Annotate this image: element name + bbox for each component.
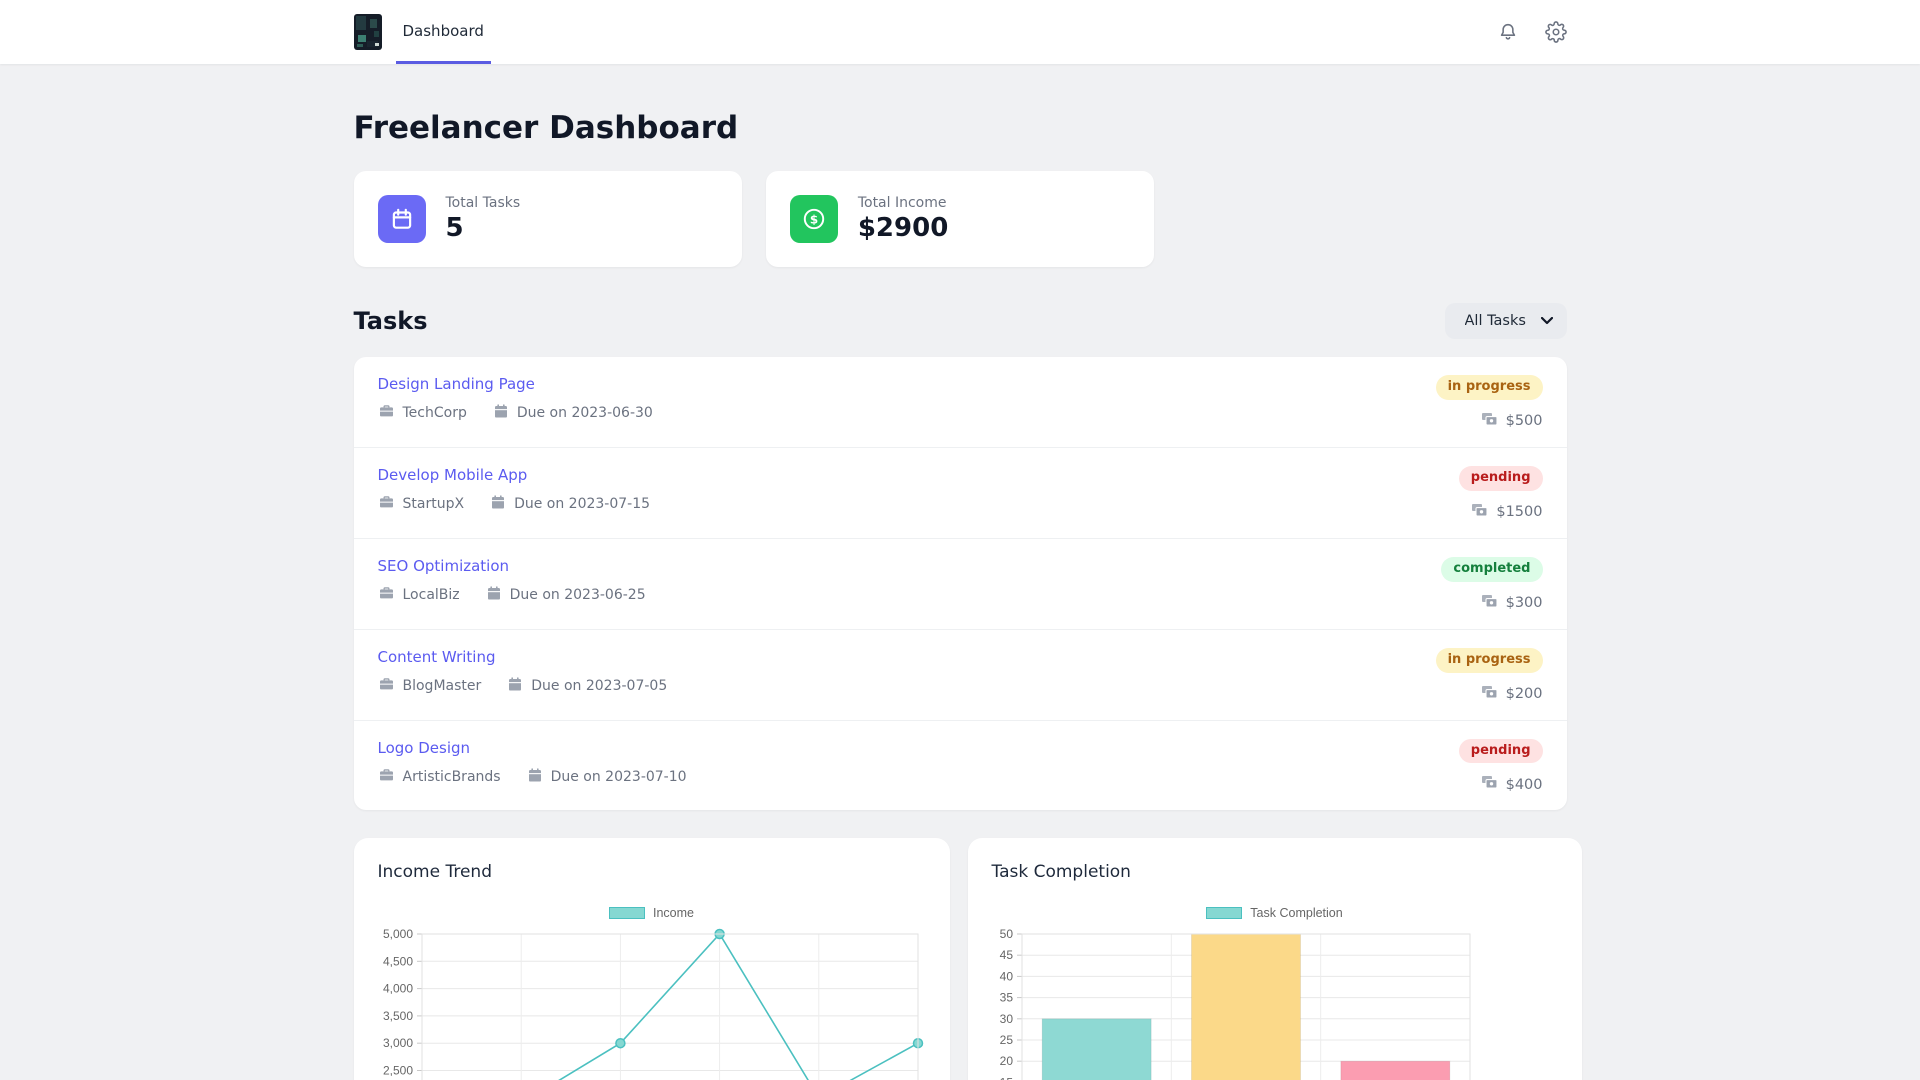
svg-text:4,500: 4,500: [382, 955, 412, 969]
svg-text:4,000: 4,000: [382, 982, 412, 996]
svg-text:50: 50: [999, 927, 1013, 941]
app-logo-image: [353, 14, 382, 50]
task-client: ArtisticBrands: [402, 768, 501, 785]
income-trend-chart: 5,0004,5004,0003,5003,0002,5002,0001,500…: [378, 926, 926, 1080]
svg-text:35: 35: [999, 991, 1013, 1005]
stats-row: Total Tasks 5 $ Total Income $2900: [353, 171, 1567, 267]
task-due-date: Due on 2023-06-25: [509, 586, 646, 603]
dollar-icon: $: [789, 195, 838, 243]
briefcase-icon: [378, 494, 395, 514]
cash-icon: [1481, 412, 1498, 431]
task-filter: All Tasks: [1444, 303, 1567, 339]
svg-text:15: 15: [999, 1076, 1013, 1080]
chart-legend: Task Completion: [992, 906, 1558, 920]
task-row: Develop Mobile App StartupX Due on 2023-07…: [353, 446, 1567, 538]
status-badge: pending: [1458, 738, 1543, 764]
svg-text:5,000: 5,000: [382, 927, 412, 941]
task-title-link[interactable]: Develop Mobile App: [377, 465, 528, 484]
status-badge: pending: [1458, 465, 1543, 491]
legend-swatch: [1206, 907, 1243, 920]
task-amount: $200: [1505, 686, 1543, 703]
stat-label: Total Tasks: [445, 195, 521, 211]
svg-text:30: 30: [999, 1012, 1013, 1026]
calendar-icon: [486, 585, 502, 605]
stat-value: 5: [445, 213, 464, 243]
chart-title: Task Completion: [991, 862, 1131, 883]
task-title-link[interactable]: SEO Optimization: [377, 556, 510, 575]
briefcase-icon: [378, 676, 395, 696]
stat-label: Total Income: [857, 195, 947, 211]
status-badge: completed: [1441, 556, 1543, 582]
task-amount: $300: [1505, 595, 1543, 612]
task-title-link[interactable]: Design Landing Page: [377, 375, 535, 393]
svg-text:45: 45: [999, 949, 1013, 963]
task-client: TechCorp: [402, 405, 467, 421]
settings-button[interactable]: [1544, 21, 1567, 43]
calendar-icon: [490, 494, 506, 514]
legend-swatch: [609, 907, 645, 920]
task-client: LocalBiz: [402, 586, 460, 603]
income-trend-card: Income Trend Income 5,000 4,500 4,000 3,500…: [353, 838, 950, 1080]
svg-text:20: 20: [999, 1055, 1013, 1069]
tasks-heading: Tasks: [353, 307, 428, 335]
page-title: Freelancer Dashboard: [353, 110, 739, 146]
cash-icon: [1471, 503, 1488, 522]
stat-card-total-income: $ Total Income $2900: [765, 171, 1155, 267]
calendar-icon: [377, 195, 426, 243]
notifications-button[interactable]: [1497, 21, 1519, 43]
briefcase-icon: [378, 585, 395, 605]
stat-value: $2900: [857, 213, 949, 243]
task-list: Design Landing Page TechCorp Due on 2023-0…: [353, 357, 1567, 811]
top-nav: Dashboard: [0, 0, 1920, 64]
calendar-icon: [493, 403, 509, 423]
task-due-date: Due on 2023-07-05: [531, 677, 668, 694]
svg-text:2,500: 2,500: [382, 1064, 412, 1078]
stat-card-total-tasks: Total Tasks 5: [353, 171, 742, 267]
task-row: SEO Optimization LocalBiz Due on 2023-06-2…: [353, 537, 1567, 629]
chart-legend: Income: [378, 906, 926, 920]
status-badge: in progress: [1435, 647, 1543, 673]
task-client: BlogMaster: [402, 677, 482, 694]
gear-icon: [1544, 21, 1567, 43]
task-amount: $500: [1505, 413, 1543, 430]
task-amount: $1500: [1496, 504, 1543, 521]
legend-label: Task Completion: [1250, 906, 1343, 921]
svg-text:$: $: [810, 212, 818, 226]
task-row: Content Writing BlogMaster Due on 2023-07-…: [353, 628, 1567, 720]
bell-icon: [1500, 23, 1515, 40]
status-badge: in progress: [1435, 375, 1543, 400]
task-due-date: Due on 2023-06-30: [516, 405, 653, 421]
task-amount: $400: [1505, 776, 1543, 793]
app-logo[interactable]: [353, 14, 382, 50]
task-title-link[interactable]: Logo Design: [377, 738, 471, 757]
task-due-date: Due on 2023-07-10: [550, 768, 687, 785]
task-completion-chart: 50454035302520151050: [992, 926, 1558, 1080]
cash-icon: [1481, 685, 1498, 704]
chart-title: Income Trend: [377, 862, 492, 883]
calendar-icon: [527, 767, 543, 787]
svg-text:3,500: 3,500: [382, 1009, 412, 1023]
svg-text:40: 40: [999, 970, 1013, 984]
cash-icon: [1481, 775, 1498, 794]
task-client: StartupX: [402, 495, 465, 512]
legend-label: Income: [653, 906, 694, 921]
svg-text:25: 25: [999, 1033, 1013, 1047]
briefcase-icon: [378, 403, 395, 423]
briefcase-icon: [378, 767, 395, 787]
task-row: Design Landing Page TechCorp Due on 2023-0…: [354, 357, 1567, 447]
cash-icon: [1481, 594, 1498, 613]
task-row: Logo Design ArtisticBrands Due on 2023-07-…: [353, 719, 1567, 811]
svg-text:3,000: 3,000: [382, 1037, 412, 1051]
task-title-link[interactable]: Content Writing: [377, 647, 496, 666]
calendar-icon: [507, 676, 523, 696]
nav-tab-label: Dashboard: [402, 21, 484, 40]
task-due-date: Due on 2023-07-15: [514, 495, 651, 512]
task-filter-select[interactable]: All Tasks: [1444, 303, 1567, 339]
task-completion-card: Task Completion Task Completion 50 45 40 35…: [967, 838, 1582, 1080]
nav-tab-dashboard[interactable]: Dashboard: [395, 0, 491, 64]
